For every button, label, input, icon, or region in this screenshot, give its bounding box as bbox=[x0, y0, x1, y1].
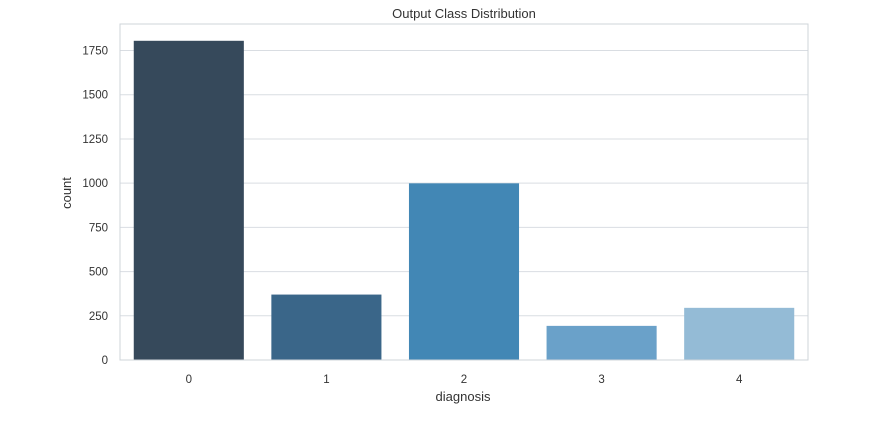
x-tick-label: 0 bbox=[186, 374, 192, 386]
bar-1 bbox=[271, 294, 382, 360]
y-tick-label: 1250 bbox=[82, 134, 108, 146]
y-tick-label: 1000 bbox=[82, 178, 108, 190]
bar-0 bbox=[133, 40, 244, 361]
y-tick-label: 1500 bbox=[82, 90, 108, 102]
y-tick-label: 500 bbox=[89, 267, 108, 279]
y-axis-label: count bbox=[59, 177, 74, 209]
y-tick-label: 250 bbox=[89, 311, 108, 323]
bars bbox=[133, 40, 795, 361]
y-tick-label: 750 bbox=[89, 222, 108, 234]
x-tick-label: 4 bbox=[736, 374, 743, 386]
x-tick-label: 1 bbox=[323, 374, 329, 386]
x-tick-label: 2 bbox=[461, 374, 467, 386]
bar-3 bbox=[546, 325, 657, 360]
x-tick-labels: 0 1 2 3 4 bbox=[186, 374, 743, 386]
y-tick-label: 0 bbox=[102, 355, 108, 367]
bar-2 bbox=[408, 183, 520, 360]
y-tick-labels: 0 250 500 750 1000 1250 1500 1750 bbox=[82, 46, 108, 367]
x-tick-label: 3 bbox=[598, 374, 604, 386]
plot-frame bbox=[119, 23, 809, 361]
bar-4 bbox=[684, 307, 795, 360]
x-axis-label: diagnosis bbox=[436, 389, 491, 404]
y-tick-label: 1750 bbox=[82, 46, 108, 58]
chart-title: Output Class Distribution bbox=[392, 6, 536, 21]
